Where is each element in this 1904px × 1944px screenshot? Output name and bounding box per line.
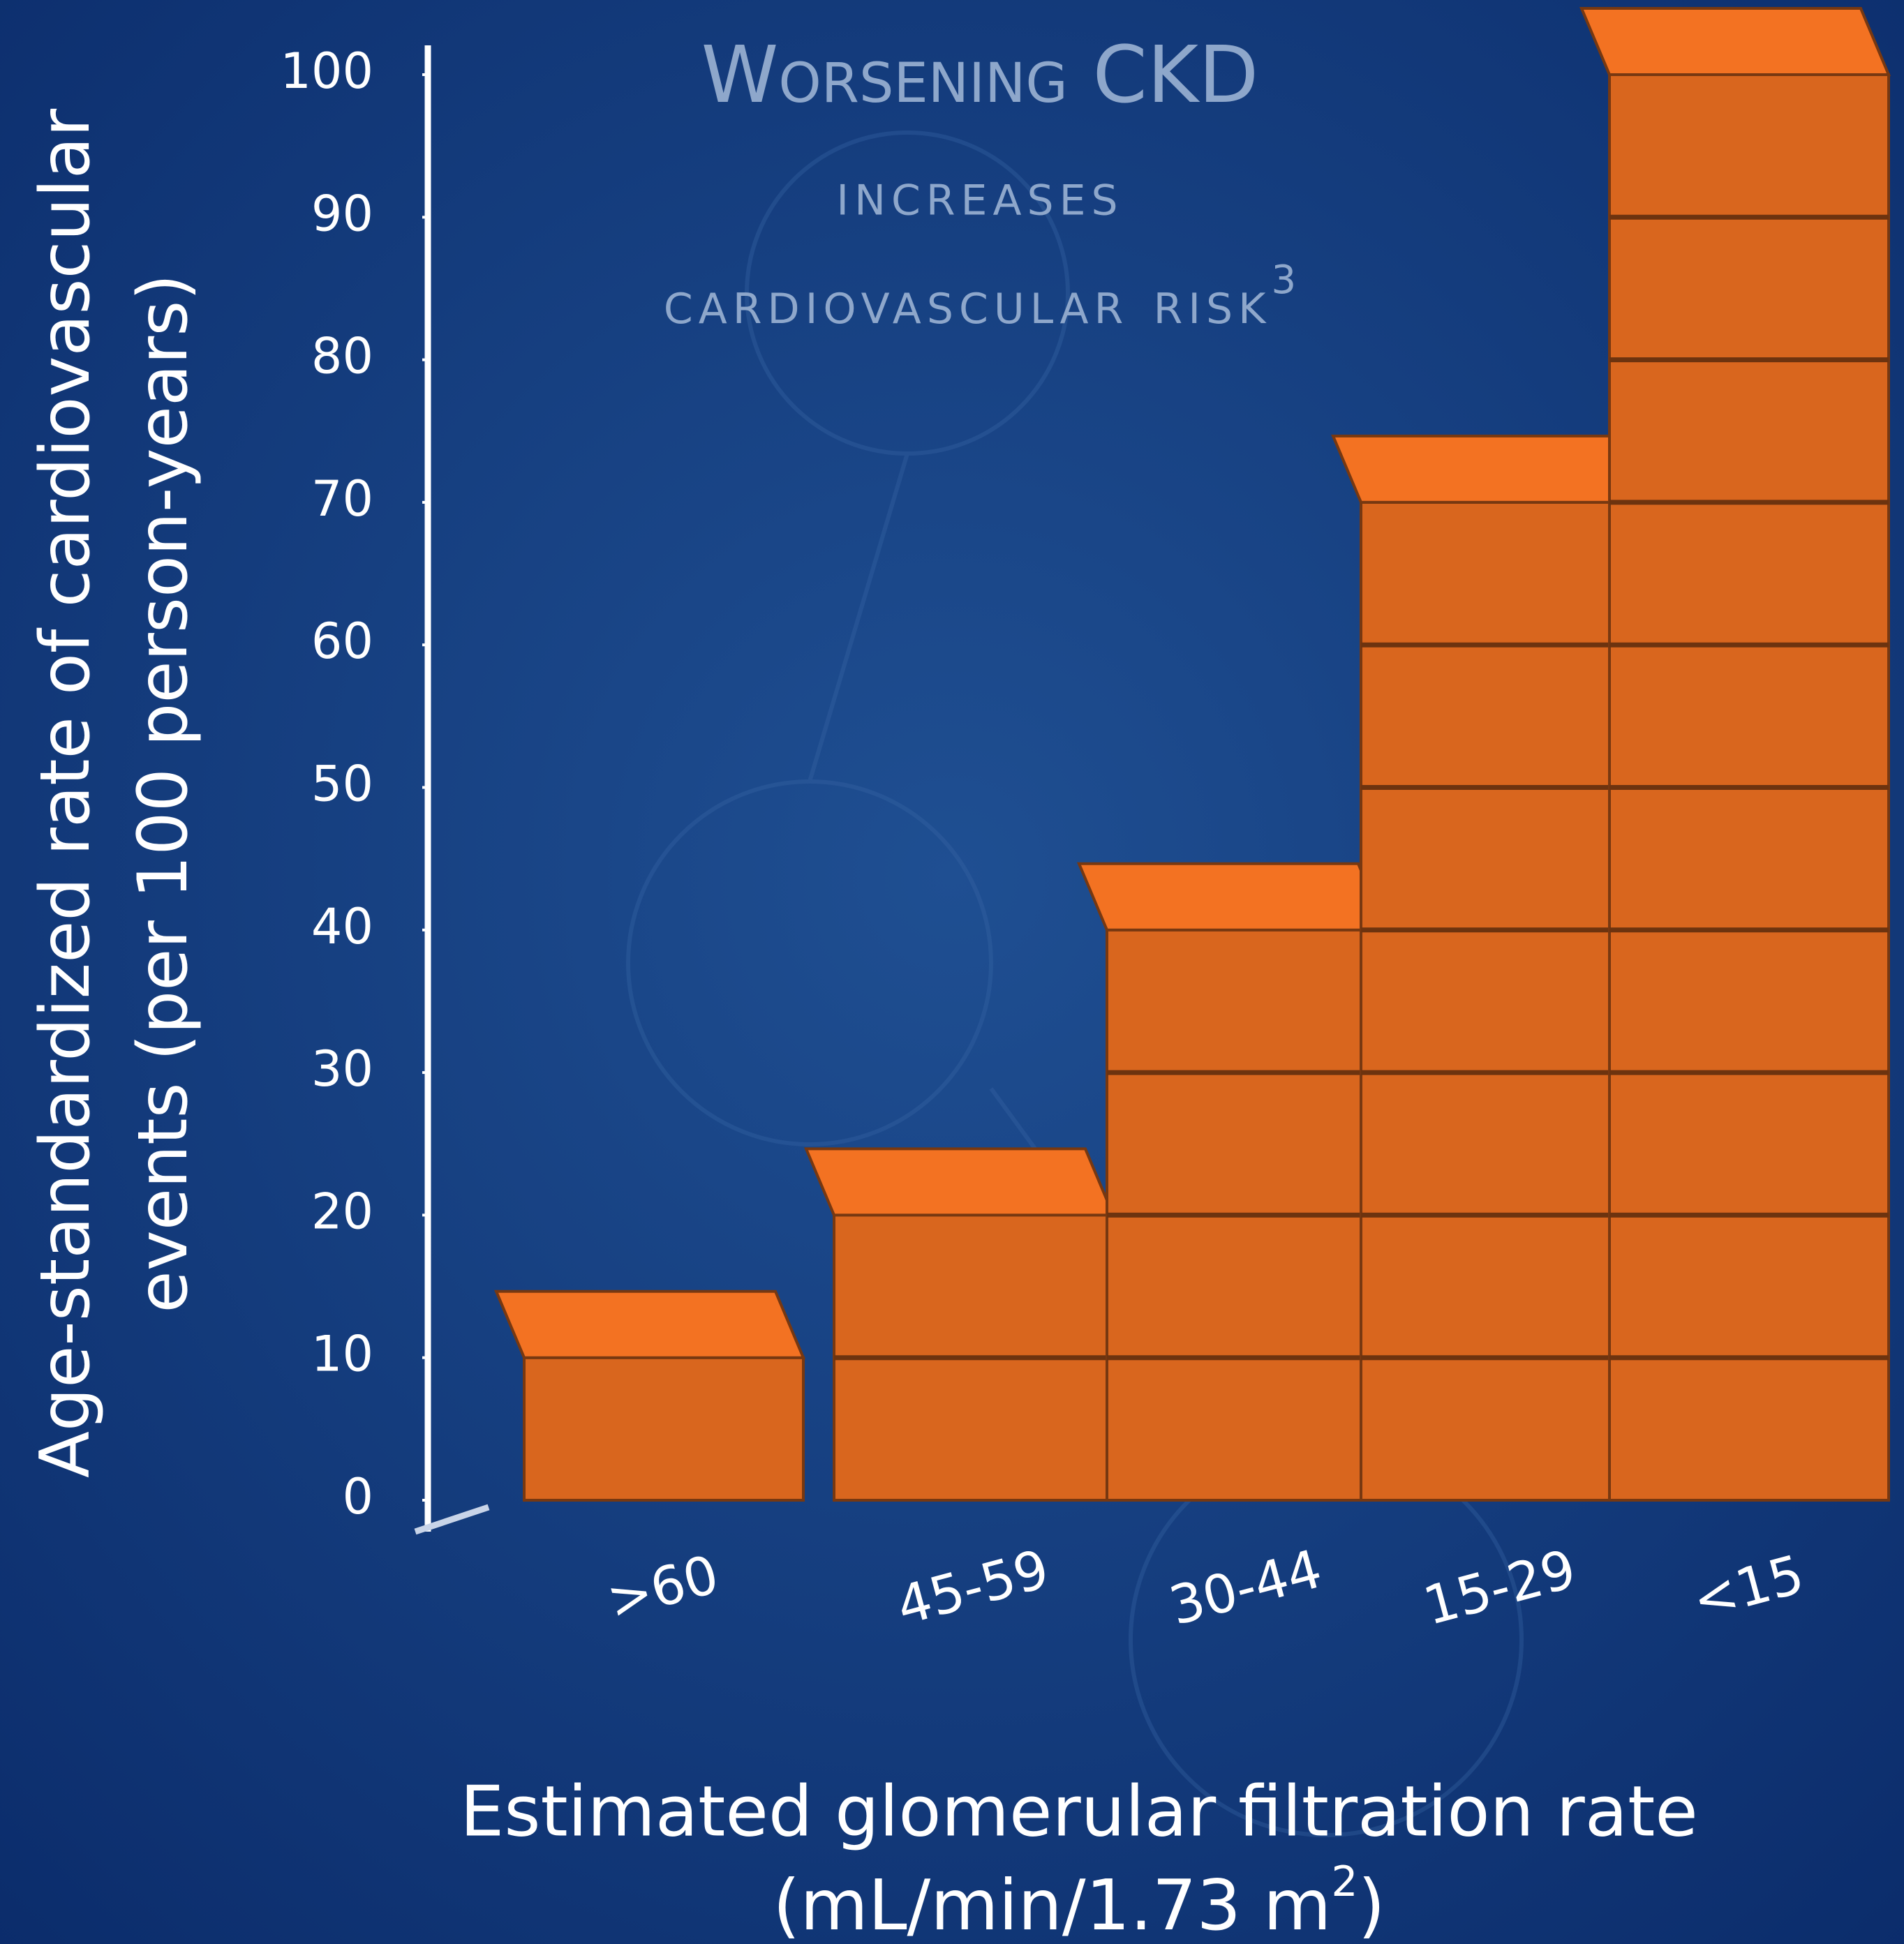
unit-part: (mL/min/1.73 m [773, 1864, 1331, 1944]
y-tick-label: 90 [311, 185, 373, 242]
y-tick-label: 70 [311, 470, 373, 528]
page: Worsening CKD increases cardiovascular r… [0, 0, 1904, 1944]
chart-title: cardiovascular risk3 [664, 257, 1296, 338]
x-axis-unit: (mL/min/1.73 m2) [773, 1857, 1385, 1944]
unit-part: ) [1358, 1864, 1385, 1944]
bar-group [806, 1149, 1113, 1500]
bar-top [1079, 864, 1386, 930]
y-tick-label: 40 [311, 898, 373, 955]
y-tick-label: 30 [311, 1040, 373, 1098]
y-axis-label: Age-standardized rate of cardiovascular [26, 108, 105, 1478]
bar-top [496, 1292, 803, 1358]
y-tick-label: 10 [311, 1326, 373, 1383]
y-tick-label: 20 [311, 1183, 373, 1240]
unit-superscript: 2 [1331, 1857, 1358, 1906]
y-tick-label: 50 [311, 756, 373, 813]
x-axis-label: Estimated glomerular filtration rate [460, 1770, 1698, 1852]
y-tick-label: 80 [311, 328, 373, 385]
bar [524, 1358, 803, 1500]
chart: Worsening CKD increases cardiovascular r… [0, 0, 1904, 1944]
bar-top [806, 1149, 1113, 1215]
bar-group [1582, 8, 1889, 1500]
y-tick-label: 0 [342, 1468, 373, 1525]
y-axis-label: events (per 100 person-years) [124, 274, 203, 1313]
bar-group [1079, 864, 1386, 1500]
title-footnote: 3 [1271, 257, 1296, 303]
bar [1361, 502, 1640, 1500]
title-line: cardiovascular risk [664, 268, 1272, 338]
chart-title: increases [836, 159, 1123, 229]
chart-title: Worsening CKD [701, 30, 1259, 121]
y-tick-label: 100 [280, 43, 373, 100]
bar-top [1333, 436, 1640, 502]
bar-group [496, 1292, 803, 1500]
y-tick-label: 60 [311, 613, 373, 670]
bar-group [1333, 436, 1640, 1500]
bar-top [1582, 8, 1889, 75]
